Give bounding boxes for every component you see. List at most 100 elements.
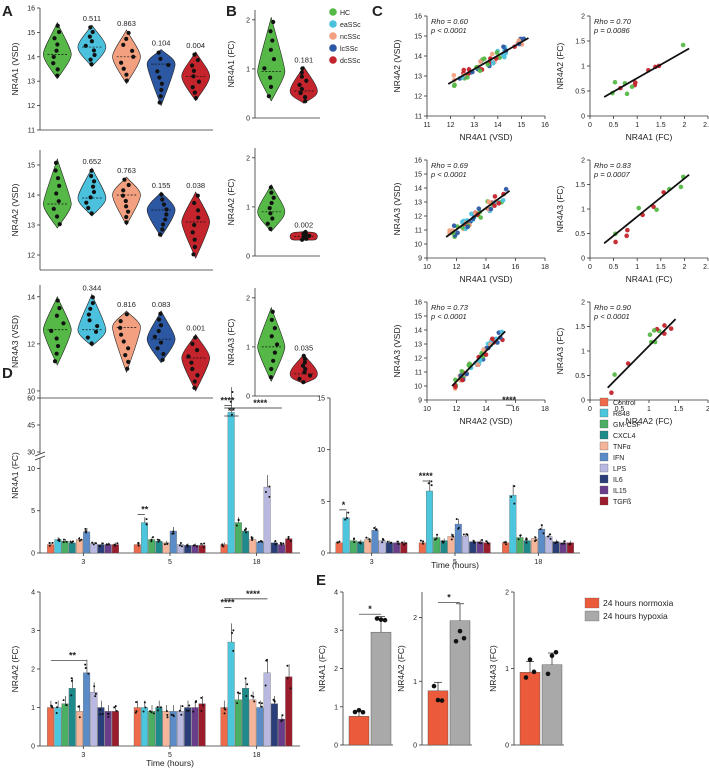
bar-chart-nr4a2-d3-xtick-label: 5 <box>168 752 172 759</box>
data-point-dcSSc <box>192 237 197 242</box>
scatter-nr4a1-nr4a3-vsd-xtick-label: 16 <box>512 264 520 271</box>
data-point-HC <box>269 317 274 323</box>
violin-dcSSc <box>181 333 211 392</box>
legend-label-stimulus: TNFα <box>613 444 631 451</box>
significance-marker: ** <box>69 650 77 660</box>
data-point-lcSSc <box>166 62 171 68</box>
bar-5h-8 <box>191 707 199 747</box>
replicate-dot <box>203 542 206 545</box>
data-point-ncSSc <box>131 54 136 59</box>
bar-18h-1 <box>227 412 235 554</box>
data-point-lcSSc <box>155 69 160 74</box>
legend-label-HC: HC <box>340 10 350 17</box>
violin-panel-nr4a1-ytick-label: 14 <box>27 54 35 61</box>
scatter-nr4a1-nr4a2-vsd-ytick-label: 11 <box>415 114 422 121</box>
data-point-HC <box>54 351 59 356</box>
bar-chart-nr4a1-d2-ytick-label: 0 <box>321 551 325 558</box>
scatter-nr4a1-nr4a3-fc-ytick-label: 0.5 <box>575 231 585 238</box>
replicate-dot <box>92 543 95 546</box>
replicate-dot <box>237 518 240 521</box>
replicate-dot <box>55 711 58 714</box>
replicate-dot <box>223 707 226 710</box>
replicate-dot <box>264 491 267 494</box>
violin-panel-nr4a3-fc-ylabel: NR4A3 (FC) <box>226 318 236 365</box>
bar-chart-nr4a2-d3-ytick-label: 4 <box>31 590 35 597</box>
bar-normoxia <box>348 716 370 746</box>
scatter-nr4a1-nr4a3-fc-xtick-label: 1.5 <box>656 264 666 271</box>
bar-chart-nr4a1-d2-ytick-label: 5 <box>321 499 325 506</box>
scatter-nr4a1-nr4a3-vsd-xtick-label: 12 <box>453 264 461 271</box>
bar-5h-9 <box>198 545 206 554</box>
replicate-dot <box>165 710 168 713</box>
scatter-nr4a1-nr4a2-vsd-regression-line <box>447 37 529 85</box>
pvalue-label-eaSSc: 0.344 <box>83 283 102 292</box>
replicate-dot <box>70 541 73 544</box>
replicate-dot <box>286 664 289 667</box>
legend-label-eaSSc: eaSSc <box>340 22 361 29</box>
data-point-ncSSc <box>126 30 131 36</box>
scatter-point-ncSSc <box>481 347 486 352</box>
scatter-point-dcSSc <box>662 323 667 328</box>
data-point-HC <box>53 168 58 173</box>
data-point-dcSSc <box>300 66 305 71</box>
replicate-dot <box>568 543 571 546</box>
violin-HC <box>257 17 286 102</box>
data-point-HC <box>57 183 62 188</box>
scatter-nr4a2-nr4a3-vsd-ytick-label: 16 <box>414 300 422 307</box>
data-point-HC <box>56 29 62 35</box>
replicate-dot <box>422 540 425 543</box>
data-point-ncSSc <box>124 214 129 220</box>
data-point-dcSSc <box>302 370 307 375</box>
legend-label-stimulus: IFN <box>613 455 624 462</box>
scatter-nr4a2-nr4a3-fc-ytick-label: 2 <box>581 300 585 307</box>
scatter-nr4a1-nr4a2-vsd-xtick-label: 15 <box>518 122 526 129</box>
bar-18h-4 <box>249 699 257 747</box>
replicate-dot <box>70 694 73 697</box>
data-point-eaSSc <box>91 179 97 184</box>
bar-chart-nr4a1-d1-ytick-label: 30 <box>27 450 35 457</box>
legend-groups: HC eaSSc ncSSc lcSSc dcSSc <box>329 8 361 65</box>
replicate-dot <box>178 544 181 547</box>
data-point-lcSSc <box>160 197 165 202</box>
legend-label-stimulus: R848 <box>613 411 630 418</box>
data-point-eaSSc <box>86 312 91 317</box>
data-point-dcSSc <box>190 63 195 68</box>
bar-chart-nr4a1-d1-ytick-label: 60 <box>27 396 35 403</box>
replicate-dot <box>156 709 159 712</box>
bar-chart-e-nr4a2-ytick-label: 1 <box>413 679 417 686</box>
scatter-nr4a2-nr4a3-vsd-ytick-label: 15 <box>414 314 422 321</box>
scatter-nr4a1-nr4a2-fc-ytick-label: 1.5 <box>575 39 585 46</box>
replicate-dot <box>229 400 232 403</box>
legend-swatch-normoxia <box>584 597 600 609</box>
data-point-dcSSc <box>189 360 194 365</box>
data-point-HC <box>51 61 56 66</box>
bar-3h-4 <box>364 539 372 554</box>
scatter-point-dcSSc <box>496 201 502 206</box>
data-point-lcSSc <box>158 311 163 316</box>
data-point-lcSSc <box>156 317 162 322</box>
scatter-nr4a2-nr4a3-vsd-xlabel: NR4A2 (VSD) <box>460 416 513 426</box>
pvalue-label-dcSSc: 0.004 <box>186 41 205 50</box>
data-point-dcSSc <box>195 373 200 378</box>
bar-chart-e-nr4a1-ytick-label: 2 <box>334 666 338 673</box>
replicate-dot <box>99 708 102 711</box>
data-point-eaSSc <box>89 39 94 44</box>
scatter-nr4a1-nr4a3-vsd-regression-line <box>445 190 511 238</box>
scatter-point-dcSSc <box>613 239 618 245</box>
replicate-dot <box>65 704 68 707</box>
legend-swatch-stimulus <box>599 496 609 506</box>
replicate-dot <box>244 677 247 680</box>
bar-chart-nr4a1-d1-ytick-label: 10 <box>27 466 35 473</box>
data-point-eaSSc <box>84 200 89 205</box>
bar-3h-3 <box>68 688 76 747</box>
replicate-dot <box>236 691 239 694</box>
scatter-nr4a1-nr4a2-fc-regression-line <box>603 47 690 98</box>
replicate-dot <box>540 524 543 527</box>
scatter-nr4a2-nr4a3-fc-ytick-label: 0 <box>581 398 585 405</box>
scatter-nr4a1-nr4a3-fc-xlabel: NR4A1 (FC) <box>626 274 673 284</box>
scatter-point-HC <box>477 68 483 74</box>
scatter-nr4a1-nr4a3-fc-ytick-label: 1 <box>581 207 585 214</box>
replicate-dot <box>504 541 507 544</box>
